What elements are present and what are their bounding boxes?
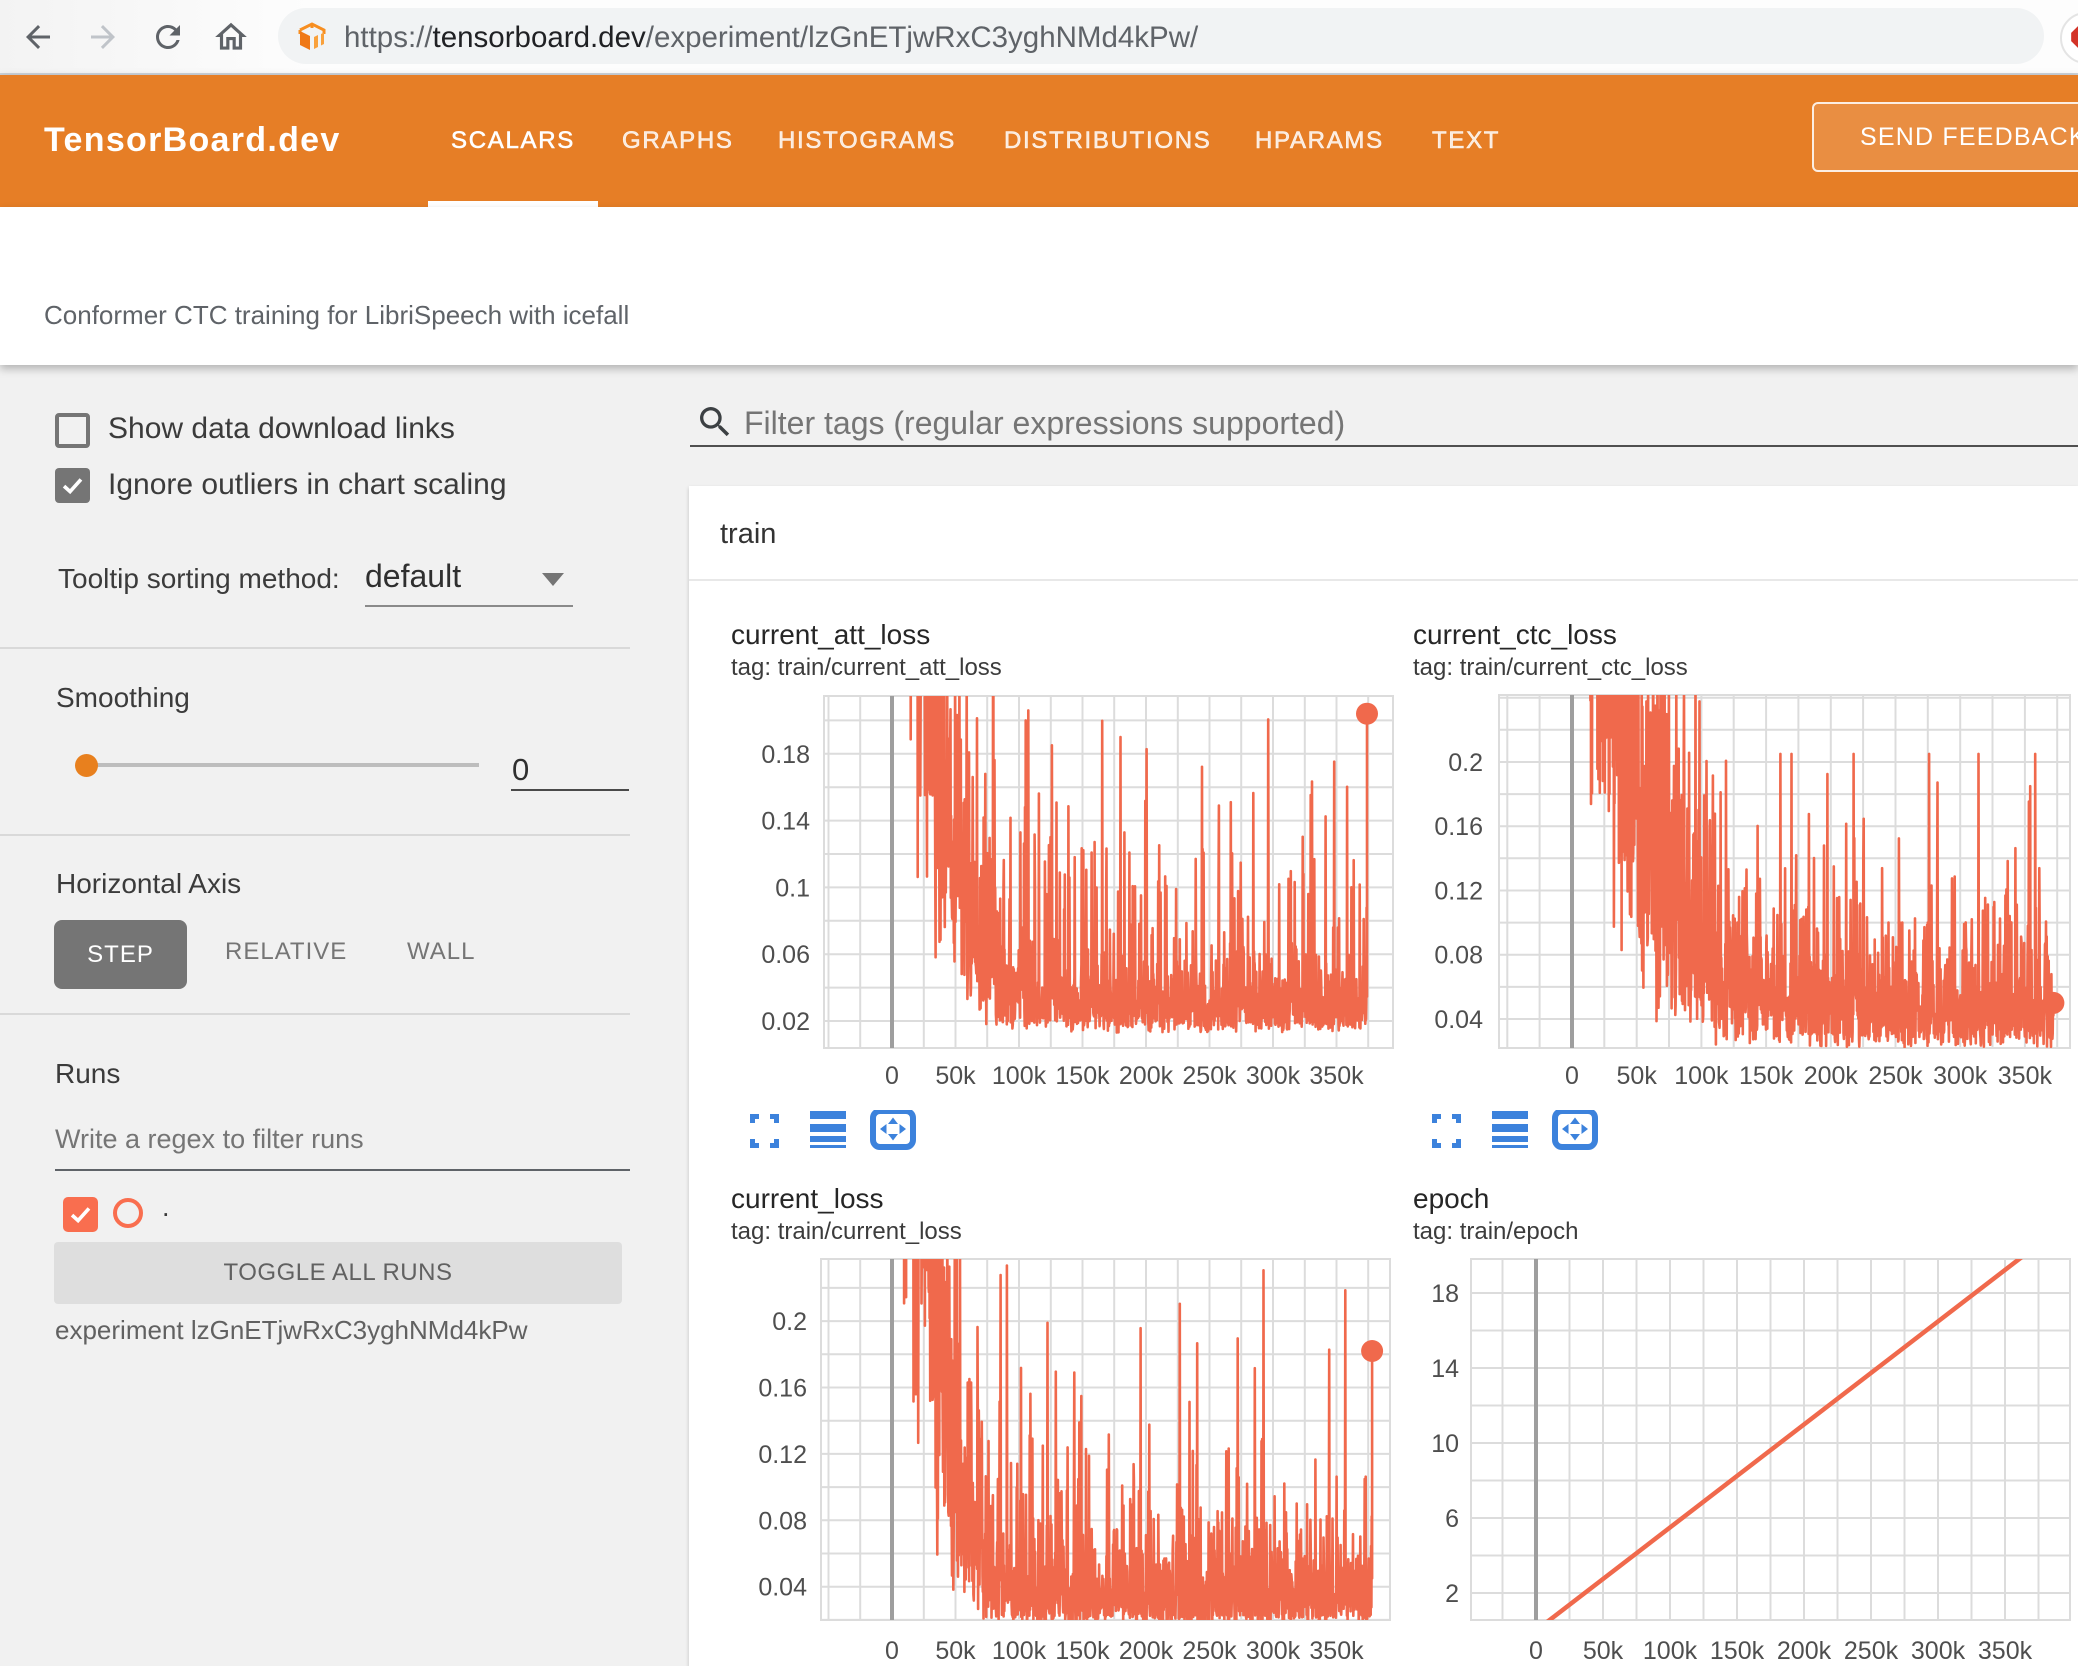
svg-text:200k: 200k — [1119, 1637, 1174, 1665]
svg-text:0.18: 0.18 — [761, 741, 810, 769]
svg-text:0.08: 0.08 — [1434, 942, 1483, 970]
svg-text:100k: 100k — [1674, 1062, 1729, 1090]
svg-text:0.02: 0.02 — [761, 1008, 810, 1036]
svg-text:150k: 150k — [1055, 1062, 1110, 1090]
svg-text:250k: 250k — [1868, 1062, 1923, 1090]
svg-text:300k: 300k — [1933, 1062, 1988, 1090]
svg-text:150k: 150k — [1055, 1637, 1110, 1665]
svg-text:200k: 200k — [1777, 1637, 1832, 1665]
svg-text:14: 14 — [1431, 1355, 1459, 1383]
svg-text:250k: 250k — [1844, 1637, 1899, 1665]
svg-text:0.2: 0.2 — [1448, 749, 1483, 777]
svg-text:350k: 350k — [1978, 1637, 2033, 1665]
svg-text:250k: 250k — [1182, 1062, 1237, 1090]
svg-text:0.16: 0.16 — [758, 1375, 807, 1403]
svg-text:300k: 300k — [1246, 1062, 1301, 1090]
svg-text:100k: 100k — [992, 1062, 1047, 1090]
svg-text:0.12: 0.12 — [1434, 878, 1483, 906]
svg-text:50k: 50k — [1583, 1637, 1624, 1665]
svg-text:0.04: 0.04 — [758, 1574, 807, 1602]
svg-text:0.06: 0.06 — [761, 941, 810, 969]
svg-text:100k: 100k — [1643, 1637, 1698, 1665]
svg-text:350k: 350k — [1309, 1062, 1364, 1090]
svg-text:0.1: 0.1 — [775, 874, 810, 902]
svg-text:10: 10 — [1431, 1430, 1459, 1458]
svg-text:300k: 300k — [1246, 1637, 1301, 1665]
svg-text:100k: 100k — [992, 1637, 1047, 1665]
svg-text:0.12: 0.12 — [758, 1441, 807, 1469]
svg-text:18: 18 — [1431, 1280, 1459, 1308]
svg-text:0.14: 0.14 — [761, 808, 810, 836]
svg-text:0.16: 0.16 — [1434, 813, 1483, 841]
svg-text:0.08: 0.08 — [758, 1507, 807, 1535]
svg-text:50k: 50k — [1617, 1062, 1658, 1090]
svg-text:0: 0 — [1565, 1062, 1579, 1090]
svg-text:6: 6 — [1445, 1505, 1459, 1533]
svg-text:2: 2 — [1445, 1580, 1459, 1608]
svg-text:0.04: 0.04 — [1434, 1006, 1483, 1034]
svg-text:0.2: 0.2 — [772, 1308, 807, 1336]
svg-text:300k: 300k — [1911, 1637, 1966, 1665]
svg-text:200k: 200k — [1804, 1062, 1859, 1090]
svg-text:50k: 50k — [935, 1062, 976, 1090]
svg-text:350k: 350k — [1309, 1637, 1364, 1665]
svg-text:0: 0 — [1529, 1637, 1543, 1665]
svg-text:50k: 50k — [935, 1637, 976, 1665]
svg-text:200k: 200k — [1119, 1062, 1174, 1090]
svg-text:350k: 350k — [1998, 1062, 2053, 1090]
svg-text:250k: 250k — [1182, 1637, 1237, 1665]
svg-text:0: 0 — [885, 1062, 899, 1090]
svg-text:150k: 150k — [1739, 1062, 1794, 1090]
svg-text:0: 0 — [885, 1637, 899, 1665]
svg-text:150k: 150k — [1710, 1637, 1765, 1665]
